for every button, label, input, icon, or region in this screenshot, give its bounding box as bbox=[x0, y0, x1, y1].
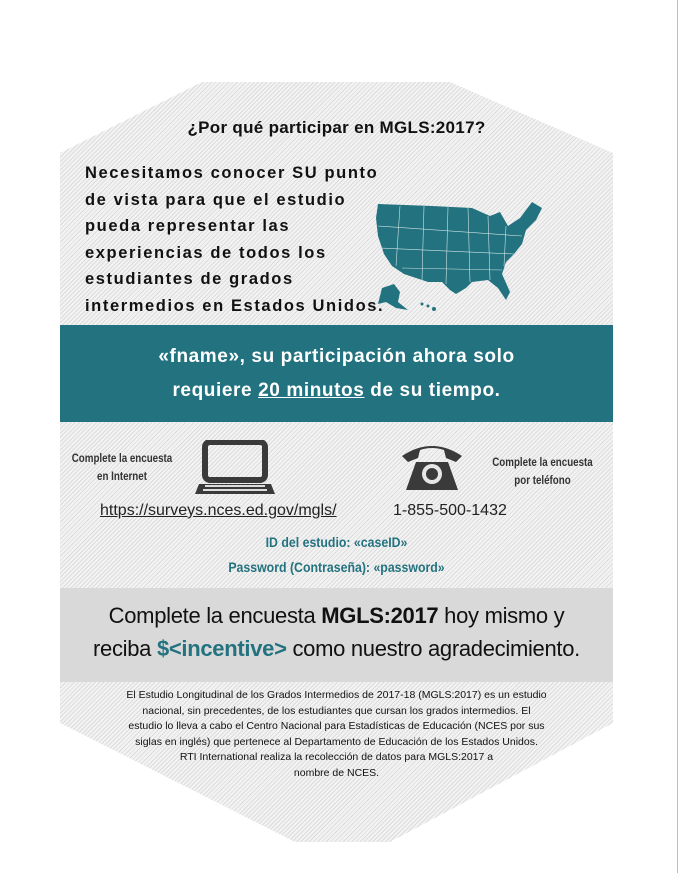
banner-line: requiere 20 minutos de su tiempo. bbox=[60, 374, 613, 408]
intro-line: intermedios en Estados Unidos. bbox=[85, 296, 385, 315]
banner-line: «fname», su participación ahora solo bbox=[158, 346, 515, 367]
flyer-title: ¿Por qué participar en MGLS:2017? bbox=[187, 118, 486, 137]
participation-banner: «fname», su participación ahora solo req… bbox=[60, 325, 613, 422]
footer-line: estudio lo lleva a cabo el Centro Nacion… bbox=[128, 720, 545, 732]
intro-line: de vista para que el estudio bbox=[85, 190, 347, 209]
footer-line: nacional, sin precedentes, de los estudi… bbox=[142, 704, 531, 717]
label-line: por teléfono bbox=[514, 475, 571, 487]
footer-line: nombre de NCES. bbox=[293, 766, 380, 779]
cta-text: como nuestro agradecimiento. bbox=[286, 636, 580, 661]
us-map-icon bbox=[376, 202, 542, 311]
banner-emphasis: 20 minutos bbox=[258, 380, 365, 401]
incentive-banner: Complete la encuesta MGLS:2017 hoy mismo… bbox=[60, 588, 613, 682]
page-border bbox=[677, 0, 678, 873]
banner-text: de su tiempo. bbox=[364, 380, 501, 401]
cta-line: reciba $<incentive> como nuestro agradec… bbox=[60, 632, 613, 665]
cta-line: Complete la encuesta MGLS:2017 hoy mismo… bbox=[60, 599, 613, 632]
intro-text: Necesitamos conocer SU punto de vista pa… bbox=[85, 160, 384, 319]
intro-line: pueda representar las bbox=[85, 217, 291, 235]
survey-url-link[interactable]: https://surveys.nces.ed.gov/mgls/ bbox=[100, 502, 337, 519]
intro-line: Necesitamos conocer SU punto bbox=[85, 164, 379, 182]
flyer-background bbox=[60, 82, 613, 842]
incentive-amount: $<incentive> bbox=[156, 636, 287, 661]
telephone-icon bbox=[402, 446, 462, 490]
label-line: en Internet bbox=[97, 471, 147, 483]
intro-line: estudiantes de grados bbox=[85, 270, 294, 288]
laptop-icon bbox=[195, 440, 275, 494]
cta-study-name: MGLS:2017 bbox=[321, 603, 439, 628]
online-label: Complete la encuesta en Internet bbox=[71, 450, 173, 486]
cta-text: hoy mismo y bbox=[438, 603, 565, 628]
label-line: Complete la encuesta bbox=[492, 457, 593, 469]
footer-description: El Estudio Longitudinal de los Grados In… bbox=[100, 688, 573, 781]
footer-line: El Estudio Longitudinal de los Grados In… bbox=[126, 689, 547, 701]
intro-line: experiencias de todos los bbox=[85, 243, 327, 262]
phone-label: Complete la encuesta por teléfono bbox=[489, 454, 595, 490]
phone-number: 1-855-500-1432 bbox=[393, 502, 507, 519]
footer-line: RTI International realiza la recolección… bbox=[179, 751, 494, 763]
banner-text: requiere bbox=[172, 380, 259, 401]
label-line: Complete la encuesta bbox=[71, 453, 173, 465]
footer-line: siglas en inglés) que pertenece al Depar… bbox=[135, 735, 538, 748]
cta-text: Complete la encuesta bbox=[108, 603, 322, 628]
cta-text: reciba bbox=[93, 636, 157, 661]
study-id: ID del estudio: «caseID» bbox=[265, 534, 408, 550]
password: Password (Contraseña): «password» bbox=[228, 559, 445, 575]
